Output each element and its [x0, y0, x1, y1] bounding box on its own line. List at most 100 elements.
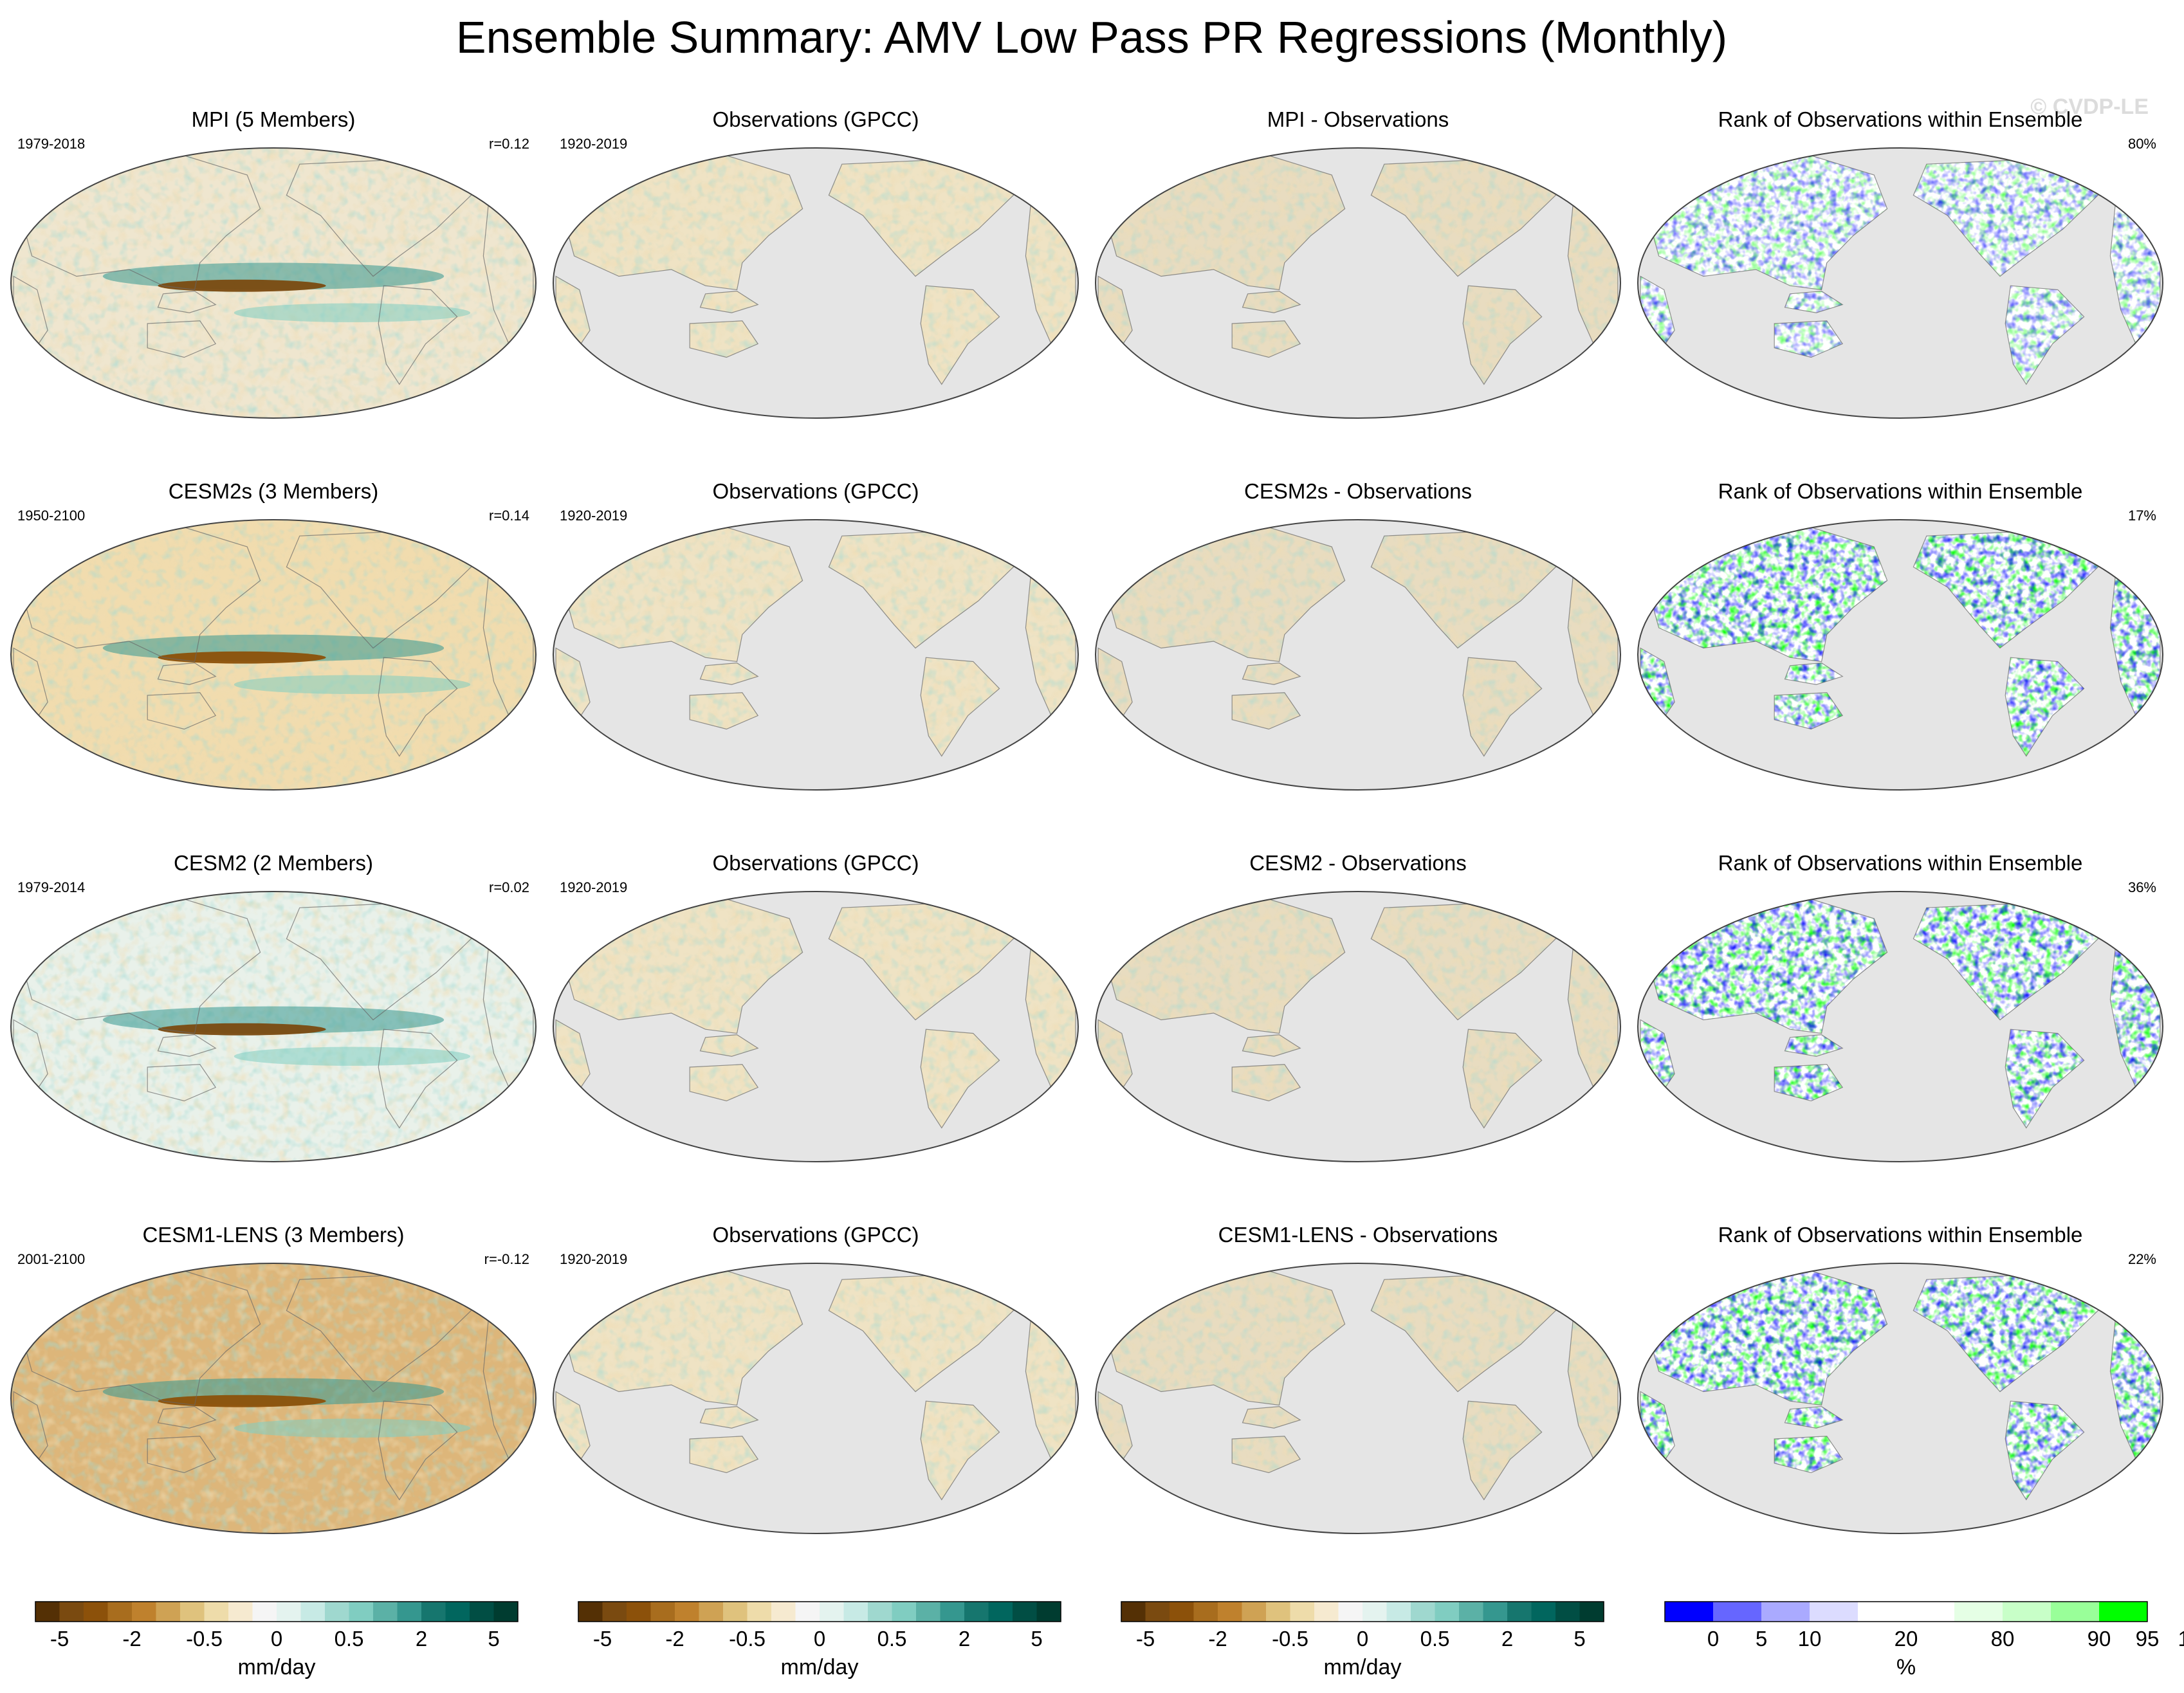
colorbar-tick-label: 2 [959, 1627, 970, 1651]
colorbar-swatch [1290, 1602, 1315, 1622]
colorbar-tick-label: 0.5 [335, 1627, 364, 1651]
map-obs [553, 892, 1078, 1162]
panel-title: CESM1-LENS - Observations [1218, 1223, 1498, 1247]
panel-3-4: Rank of Observations within Ensemble 36% [1637, 851, 2163, 1162]
colorbar-swatch [493, 1602, 518, 1622]
panel-title: CESM2 - Observations [1249, 851, 1466, 875]
colorbar-tick-label: 20 [1895, 1627, 1918, 1651]
map-border [553, 891, 1079, 1162]
colorbar-tick-label: 0.5 [1420, 1627, 1450, 1651]
colorbar-swatch [578, 1602, 603, 1622]
colorbar-tick-label: 0 [814, 1627, 825, 1651]
map-border [553, 147, 1079, 419]
colorbar-tick-label: 80 [1991, 1627, 2015, 1651]
colorbar-swatch [1145, 1602, 1170, 1622]
map-rank [1638, 892, 2163, 1162]
colorbar-tick-label: 5 [488, 1627, 499, 1651]
colorbar-swatch [156, 1602, 181, 1622]
colorbar-tick-label: 10 [1798, 1627, 1822, 1651]
colorbar-swatch [1386, 1602, 1411, 1622]
map-border [1637, 1263, 2163, 1534]
colorbar-swatch [964, 1602, 989, 1622]
colorbar-tick-label: -2 [1208, 1627, 1227, 1651]
map-border [1095, 519, 1621, 791]
panel-3-1: CESM2 (2 Members) 1979-2014 r=0.02 [10, 851, 537, 1162]
colorbar-swatch [747, 1602, 772, 1622]
colorbar-swatch [820, 1602, 844, 1622]
colorbar-swatch [2003, 1602, 2051, 1622]
colorbar-swatch [2051, 1602, 2100, 1622]
map-diff [1096, 892, 1620, 1162]
colorbar-tick-label: -2 [122, 1627, 141, 1651]
map-diff [1096, 520, 1620, 790]
panel-stat-label: 36% [2128, 879, 2156, 895]
panel-2-2: Observations (GPCC) 1920-2019 [553, 479, 1079, 791]
panel-title: Observations (GPCC) [713, 851, 919, 875]
colorbar-swatch [1435, 1602, 1460, 1622]
colorbar-swatch [397, 1602, 422, 1622]
panel-3-2: Observations (GPCC) 1920-2019 [553, 851, 1079, 1162]
panel-2-3: CESM2s - Observations [1095, 479, 1621, 791]
colorbar-swatch [180, 1602, 205, 1622]
colorbar-swatch [1242, 1602, 1267, 1622]
panel-title: Rank of Observations within Ensemble [1718, 107, 2083, 131]
colorbar-swatch [627, 1602, 651, 1622]
panel-stat-label: 80% [2128, 136, 2156, 152]
colorbar-swatch [349, 1602, 374, 1622]
colorbar-swatch [228, 1602, 253, 1622]
panel-1-2: Observations (GPCC) 1920-2019 [553, 107, 1079, 419]
map-rank [1638, 520, 2163, 790]
panel-title: CESM2 (2 Members) [174, 851, 373, 875]
colorbar-swatch [1713, 1602, 1762, 1622]
panel-years-label: 1920-2019 [560, 136, 627, 152]
colorbar-swatch [132, 1602, 156, 1622]
map-border [1637, 891, 2163, 1162]
colorbar-swatch [277, 1602, 301, 1622]
colorbar-swatch [1314, 1602, 1339, 1622]
colorbar-swatch [300, 1602, 326, 1622]
colorbar-tick-label: 0 [1707, 1627, 1719, 1651]
panel-title: CESM1-LENS (3 Members) [142, 1223, 404, 1247]
colorbar-swatch [1459, 1602, 1483, 1622]
colorbar-tick-label: 5 [1756, 1627, 1767, 1651]
colorbar-swatch [650, 1602, 675, 1622]
panel-1-4: Rank of Observations within Ensemble 80% [1637, 107, 2163, 419]
colorbar-tick-label: 2 [1501, 1627, 1513, 1651]
colorbar-swatch [602, 1602, 627, 1622]
colorbar-swatch [1411, 1602, 1435, 1622]
colorbar-tick-label: 0.5 [877, 1627, 907, 1651]
colorbar-swatch [445, 1602, 470, 1622]
colorbar-frame [578, 1601, 1061, 1622]
colorbar-tick-label: 2 [416, 1627, 427, 1651]
colorbar-frame [1121, 1601, 1604, 1622]
colorbar-swatch [325, 1602, 349, 1622]
colorbar-unit-label: mm/day [238, 1655, 316, 1679]
panel-title: MPI - Observations [1267, 107, 1449, 131]
colorbar-swatch [675, 1602, 699, 1622]
colorbar-swatch [1363, 1602, 1387, 1622]
panel-title: MPI (5 Members) [192, 107, 356, 131]
colorbar-tick-label: 5 [1031, 1627, 1042, 1651]
map-model [11, 1263, 536, 1533]
colorbar-swatch [771, 1602, 796, 1622]
colorbar-swatch [1193, 1602, 1218, 1622]
colorbar-tick-label: -5 [1136, 1627, 1155, 1651]
colorbar-swatch [843, 1602, 868, 1622]
map-model [11, 520, 536, 790]
panel-4-1: CESM1-LENS (3 Members) 2001-2100 r=-0.12 [10, 1223, 537, 1534]
panel-title: CESM2s - Observations [1244, 479, 1472, 503]
panel-title: Observations (GPCC) [713, 479, 919, 503]
panel-4-3: CESM1-LENS - Observations [1095, 1223, 1621, 1534]
colorbar-tick-label: -0.5 [729, 1627, 766, 1651]
colorbar-swatch [2099, 1602, 2148, 1622]
colorbar-swatch [373, 1602, 398, 1622]
panel-title: CESM2s (3 Members) [169, 479, 378, 503]
colorbar-swatch [1218, 1602, 1242, 1622]
colorbar-swatch [1483, 1602, 1508, 1622]
map-border [1637, 519, 2163, 791]
colorbar-swatch [84, 1602, 108, 1622]
colorbar-swatch [470, 1602, 494, 1622]
colorbar-swatch [1531, 1602, 1556, 1622]
panel-title: Observations (GPCC) [713, 1223, 919, 1247]
panel-title: Observations (GPCC) [713, 107, 919, 131]
